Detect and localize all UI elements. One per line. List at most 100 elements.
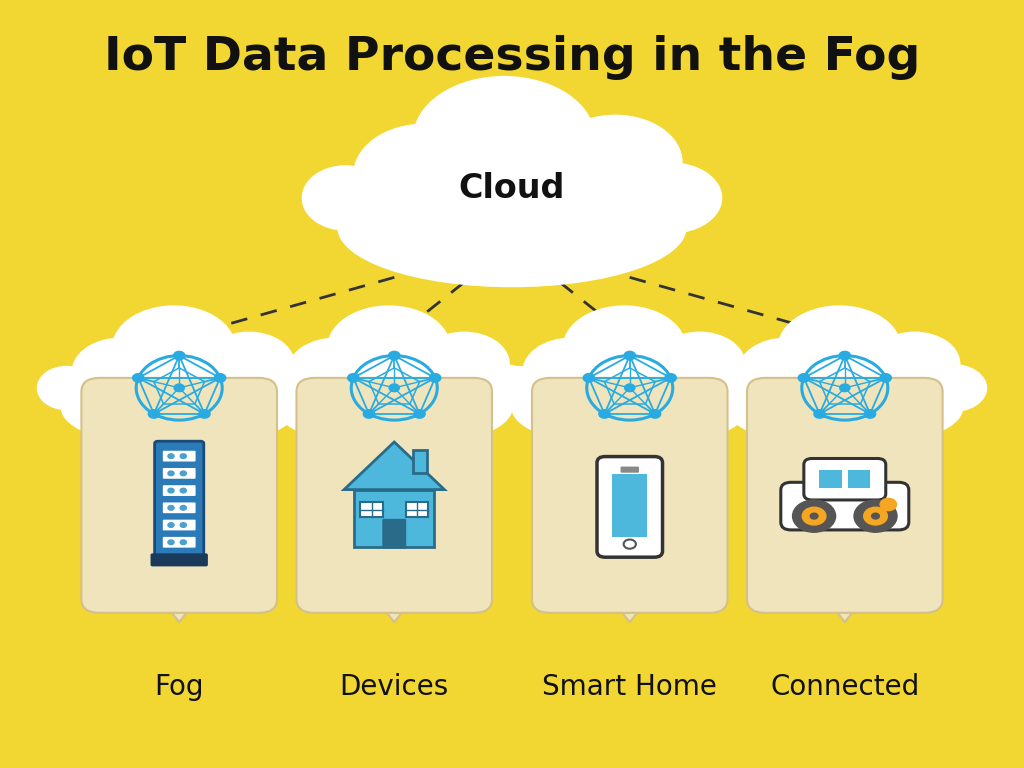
FancyBboxPatch shape [848,470,870,488]
FancyBboxPatch shape [612,474,647,538]
Circle shape [649,409,660,418]
Text: Cloud: Cloud [459,172,565,204]
Circle shape [880,374,891,382]
Circle shape [625,384,635,392]
FancyBboxPatch shape [804,458,886,500]
Circle shape [599,409,610,418]
FancyBboxPatch shape [406,502,428,518]
Circle shape [871,513,880,519]
FancyBboxPatch shape [780,482,909,530]
Ellipse shape [726,368,963,449]
Circle shape [180,454,186,458]
FancyBboxPatch shape [413,449,427,472]
FancyBboxPatch shape [163,520,196,531]
FancyBboxPatch shape [532,378,727,613]
Text: Fog: Fog [155,674,204,701]
Circle shape [168,454,174,458]
FancyBboxPatch shape [163,537,196,548]
Ellipse shape [522,338,618,406]
Circle shape [880,498,897,511]
FancyBboxPatch shape [819,470,842,488]
Circle shape [864,409,876,418]
Ellipse shape [869,332,961,396]
Circle shape [180,505,186,510]
Circle shape [388,352,399,359]
FancyBboxPatch shape [163,485,196,496]
Ellipse shape [654,332,745,396]
Circle shape [364,409,375,418]
Ellipse shape [512,368,748,449]
Ellipse shape [737,338,834,406]
Circle shape [199,409,210,418]
Circle shape [168,471,174,475]
Ellipse shape [287,338,383,406]
Ellipse shape [548,114,683,210]
Ellipse shape [252,364,322,412]
Circle shape [180,540,186,545]
Circle shape [429,374,440,382]
Ellipse shape [702,366,762,410]
Circle shape [168,488,174,493]
Ellipse shape [72,338,168,406]
Circle shape [793,500,836,532]
Ellipse shape [338,168,687,287]
Ellipse shape [467,364,537,412]
FancyBboxPatch shape [163,468,196,478]
Ellipse shape [413,76,595,201]
Circle shape [389,384,399,392]
FancyBboxPatch shape [163,451,196,462]
Circle shape [810,513,818,519]
Ellipse shape [620,162,722,233]
Ellipse shape [252,366,311,410]
Circle shape [174,384,184,392]
FancyBboxPatch shape [597,456,663,558]
Circle shape [148,409,160,418]
Ellipse shape [777,306,901,390]
FancyBboxPatch shape [360,502,383,518]
Circle shape [802,507,826,525]
Ellipse shape [487,366,547,410]
Polygon shape [826,599,863,622]
Circle shape [180,488,186,493]
Circle shape [180,471,186,475]
Text: IoT Data Processing in the Fog: IoT Data Processing in the Fog [103,35,921,80]
Circle shape [854,500,897,532]
Ellipse shape [302,165,389,230]
Ellipse shape [918,364,987,412]
Circle shape [214,374,225,382]
Circle shape [348,374,359,382]
Ellipse shape [204,332,295,396]
Text: Smart Home: Smart Home [543,674,717,701]
FancyBboxPatch shape [297,378,492,613]
FancyBboxPatch shape [354,490,434,547]
FancyBboxPatch shape [81,378,276,613]
Circle shape [625,352,635,359]
Ellipse shape [112,306,236,390]
Circle shape [133,374,144,382]
FancyBboxPatch shape [151,553,208,567]
FancyBboxPatch shape [383,519,406,548]
Ellipse shape [419,332,510,396]
Ellipse shape [327,306,451,390]
FancyBboxPatch shape [155,441,204,558]
Ellipse shape [562,306,686,390]
Circle shape [168,505,174,510]
Circle shape [840,384,850,392]
Circle shape [840,352,850,359]
Circle shape [180,523,186,528]
Polygon shape [376,599,413,622]
Circle shape [584,374,595,382]
Ellipse shape [37,366,96,410]
FancyBboxPatch shape [163,502,196,513]
Ellipse shape [60,368,297,449]
Circle shape [168,523,174,528]
Circle shape [173,352,184,359]
Circle shape [863,507,888,525]
Circle shape [665,374,676,382]
Polygon shape [344,442,444,490]
Ellipse shape [353,124,496,225]
Circle shape [414,409,425,418]
Circle shape [814,409,825,418]
FancyBboxPatch shape [621,467,639,473]
Polygon shape [611,599,648,622]
